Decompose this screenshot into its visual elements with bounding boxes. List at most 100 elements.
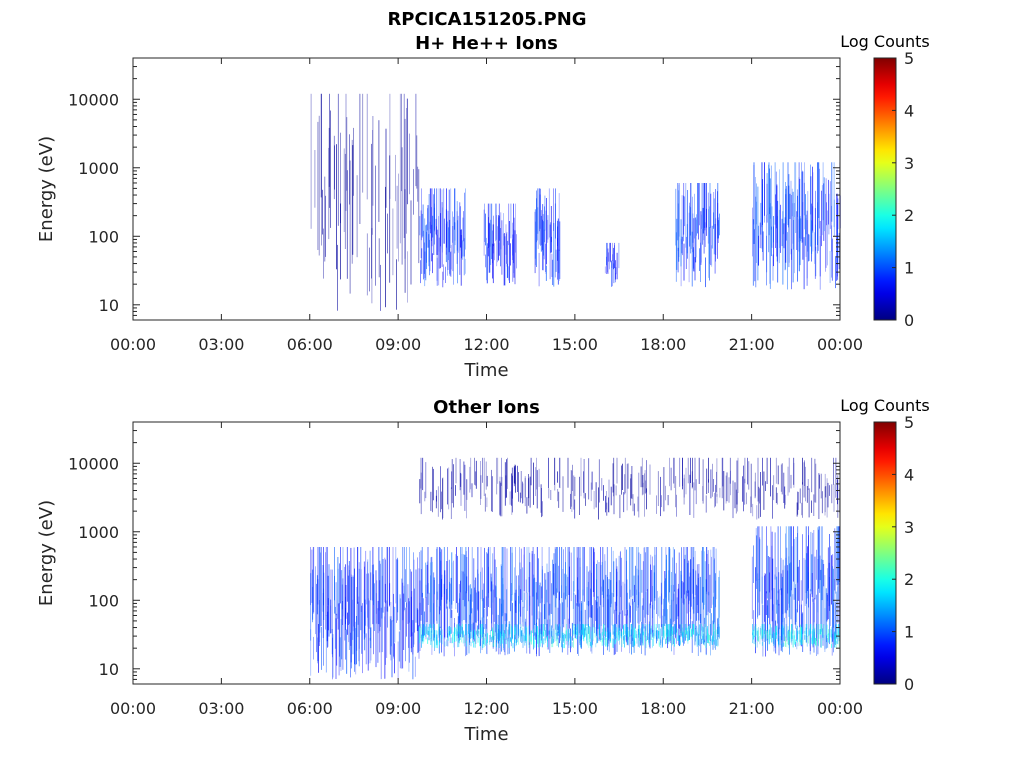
spectrogram-stripe xyxy=(549,224,551,280)
spectrogram-stripe xyxy=(810,637,812,644)
y-axis-label: Energy (eV) xyxy=(36,500,57,606)
spectrogram-stripe xyxy=(596,631,598,641)
spectrogram-stripe xyxy=(610,242,611,263)
spectrogram-stripe xyxy=(312,569,314,620)
spectrogram-stripe xyxy=(788,526,790,608)
spectrogram-stripe xyxy=(580,629,582,636)
spectrogram-stripe xyxy=(827,210,828,266)
spectrogram-stripe xyxy=(808,233,809,262)
spectrogram-stripe xyxy=(597,560,598,599)
spectrogram-stripe xyxy=(525,625,527,641)
spectrogram-stripe xyxy=(552,259,554,285)
spectrogram-stripe xyxy=(441,635,443,639)
spectrogram-stripe xyxy=(663,630,665,639)
spectrogram-stripe xyxy=(808,535,809,589)
spectrogram-stripe xyxy=(495,203,497,242)
spectrogram-stripe xyxy=(321,626,322,670)
spectrogram-stripe xyxy=(395,547,397,604)
spectrogram-stripe xyxy=(487,553,488,617)
spectrogram-stripe xyxy=(672,547,674,602)
spectrogram-stripe xyxy=(690,547,692,607)
spectrogram-stripe xyxy=(715,484,716,507)
spectrogram-stripe xyxy=(462,240,463,260)
spectrogram-stripe xyxy=(503,233,505,286)
spectrogram-stripe xyxy=(573,547,575,592)
spectrogram-stripe xyxy=(534,640,536,648)
spectrogram-stripe xyxy=(612,624,614,635)
spectrogram-stripe xyxy=(770,526,772,600)
spectrogram-stripe xyxy=(377,600,379,634)
spectrogram-stripe xyxy=(431,629,433,648)
spectrogram-stripe xyxy=(810,531,812,592)
spectrogram-stripe xyxy=(505,624,507,634)
spectrogram-stripe xyxy=(715,548,717,600)
spectrogram-stripe xyxy=(765,630,766,635)
spectrogram-stripe xyxy=(693,247,694,269)
spectrogram-stripe xyxy=(709,624,711,642)
spectrogram-stripe xyxy=(730,470,731,496)
spectrogram-stripe xyxy=(588,631,590,648)
spectrogram-stripe xyxy=(773,216,774,243)
spectrogram-stripe xyxy=(459,625,461,640)
spectrogram-stripe xyxy=(821,559,822,632)
colorbar-tick-label: 1 xyxy=(904,623,914,642)
spectrogram-stripe xyxy=(835,256,836,289)
spectrogram-stripe xyxy=(528,577,530,645)
spectrogram-stripe xyxy=(499,598,501,655)
spectrogram-stripe xyxy=(483,627,484,634)
spectrogram-stripe xyxy=(442,478,443,520)
spectrogram-stripe xyxy=(546,198,547,265)
spectrogram-stripe xyxy=(755,641,756,648)
spectrogram-stripe xyxy=(640,628,642,639)
spectrogram-stripe xyxy=(615,485,617,496)
spectrogram-stripe xyxy=(646,547,648,592)
spectrogram-stripe xyxy=(553,638,554,644)
spectrogram-stripe xyxy=(504,633,505,639)
spectrogram-stripe xyxy=(371,564,373,601)
spectrogram-stripe xyxy=(447,221,448,276)
spectrogram-stripe xyxy=(354,568,355,665)
spectrogram-stripe xyxy=(756,201,757,225)
spectrogram-stripe xyxy=(549,571,551,614)
spectrogram-stripe xyxy=(368,600,370,629)
spectrogram-stripe xyxy=(777,599,778,624)
spectrogram-stripe xyxy=(828,179,829,225)
spectrogram-stripe xyxy=(404,118,406,259)
spectrogram-stripe xyxy=(632,599,633,641)
spectrogram-stripe xyxy=(685,236,687,269)
spectrogram-stripe xyxy=(312,547,314,614)
spectrogram-stripe xyxy=(515,547,516,607)
spectrogram-stripe xyxy=(535,624,537,641)
spectrogram-stripe xyxy=(539,629,540,636)
spectrogram-stripe xyxy=(514,567,515,640)
spectrogram-stripe xyxy=(818,624,820,639)
spectrogram-stripe xyxy=(630,605,631,623)
spectrogram-stripe xyxy=(712,635,713,645)
spectrogram-stripe xyxy=(612,242,613,261)
spectrogram-stripe xyxy=(510,637,511,642)
spectrogram-stripe xyxy=(448,189,450,253)
spectrogram-stripe xyxy=(665,578,666,624)
spectrogram-stripe xyxy=(567,547,568,608)
spectrogram-stripe xyxy=(687,563,689,593)
spectrogram-stripe xyxy=(681,236,683,254)
spectrogram-stripe xyxy=(607,599,609,647)
spectrogram-stripe xyxy=(438,216,440,286)
spectrogram-stripe xyxy=(559,457,561,489)
spectrogram-stripe xyxy=(419,626,421,644)
spectrogram-stripe xyxy=(436,257,438,286)
spectrogram-stripe xyxy=(685,547,687,599)
spectrogram-stripe xyxy=(516,639,517,646)
spectrogram-stripe xyxy=(554,457,556,491)
spectrogram-stripe xyxy=(664,574,666,627)
spectrogram-stripe xyxy=(537,626,538,644)
spectrogram-stripe xyxy=(547,636,548,648)
spectrogram-stripe xyxy=(485,596,487,629)
spectrogram-stripe xyxy=(775,194,776,248)
spectrogram-stripe xyxy=(651,556,653,633)
spectrogram-stripe xyxy=(424,611,425,636)
spectrogram-stripe xyxy=(583,547,585,602)
spectrogram-stripe xyxy=(814,232,816,264)
spectrogram-stripe xyxy=(507,629,509,642)
